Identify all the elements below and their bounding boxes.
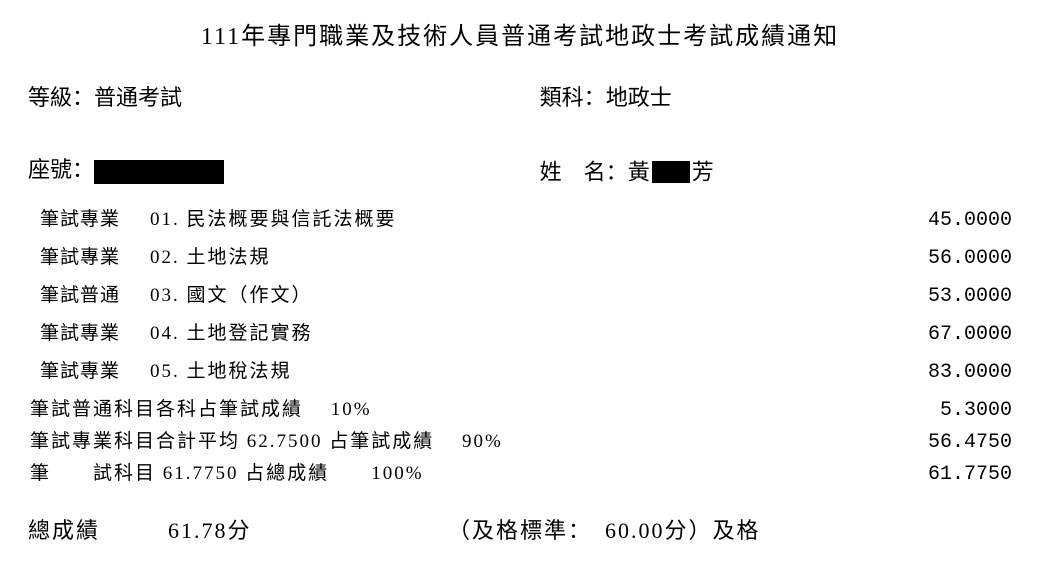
subject-name: 02. 土地法規 [150, 243, 892, 273]
subject-name: 05. 土地稅法規 [150, 357, 892, 387]
subject-type: 筆試普通 [40, 281, 150, 311]
subject-name: 03. 國文（作文） [150, 281, 892, 311]
subject-name: 01. 民法概要與信託法概要 [150, 205, 892, 235]
name-label: 姓 名： [540, 159, 628, 184]
subject-score: 45.0000 [892, 205, 1012, 237]
total-score: 61.78分 [168, 513, 448, 548]
calc-text: 筆 試科目 61.7750 占總成績 100% [30, 459, 892, 489]
subject-score: 83.0000 [892, 357, 1012, 389]
subjects-list: 筆試專業 01. 民法概要與信託法概要 45.0000 筆試專業 02. 土地法… [28, 205, 1012, 389]
subject-type: 筆試專業 [40, 319, 150, 349]
grade-value: 普通考試 [94, 85, 182, 110]
subject-type: 筆試專業 [40, 243, 150, 273]
name-part1: 黃 [628, 159, 650, 184]
calc-row: 筆 試科目 61.7750 占總成績 100% 61.7750 [30, 459, 1012, 491]
pass-text: （及格標準： 60.00分）及格 [448, 513, 1012, 548]
seat-label: 座號： [28, 157, 94, 182]
subject-type: 筆試專業 [40, 205, 150, 235]
subject-score: 53.0000 [892, 281, 1012, 313]
category-value: 地政士 [606, 85, 672, 110]
subject-row: 筆試專業 05. 土地稅法規 83.0000 [40, 357, 1012, 389]
calc-score: 56.4750 [892, 427, 1012, 459]
subject-type: 筆試專業 [40, 357, 150, 387]
calc-score: 5.3000 [892, 395, 1012, 427]
subject-row: 筆試普通 03. 國文（作文） 53.0000 [40, 281, 1012, 313]
calc-row: 筆試普通科目各科占筆試成績 10% 5.3000 [30, 395, 1012, 427]
subject-score: 67.0000 [892, 319, 1012, 351]
calc-text: 筆試專業科目合計平均 62.7500 占筆試成績 90% [30, 427, 892, 457]
calc-row: 筆試專業科目合計平均 62.7500 占筆試成績 90% 56.4750 [30, 427, 1012, 459]
name-part2: 芳 [692, 159, 714, 184]
document-title: 111年專門職業及技術人員普通考試地政士考試成績通知 [28, 18, 1012, 56]
seat-redacted [94, 160, 224, 184]
subject-score: 56.0000 [892, 243, 1012, 275]
subject-row: 筆試專業 02. 土地法規 56.0000 [40, 243, 1012, 275]
seat-name-row: 座號： 姓 名：黃 芳 [28, 152, 1012, 190]
calc-score: 61.7750 [892, 459, 1012, 491]
calc-text: 筆試普通科目各科占筆試成績 10% [30, 395, 892, 425]
subject-row: 筆試專業 01. 民法概要與信託法概要 45.0000 [40, 205, 1012, 237]
category-label: 類科： [540, 85, 606, 110]
grade-category-row: 等級：普通考試 類科：地政士 [28, 80, 1012, 115]
total-label: 總成績 [28, 513, 168, 548]
total-row: 總成績 61.78分 （及格標準： 60.00分）及格 [28, 513, 1012, 548]
subject-row: 筆試專業 04. 土地登記實務 67.0000 [40, 319, 1012, 351]
name-redacted [652, 161, 690, 183]
subject-name: 04. 土地登記實務 [150, 319, 892, 349]
calculation-block: 筆試普通科目各科占筆試成績 10% 5.3000 筆試專業科目合計平均 62.7… [28, 395, 1012, 491]
grade-label: 等級： [28, 85, 94, 110]
